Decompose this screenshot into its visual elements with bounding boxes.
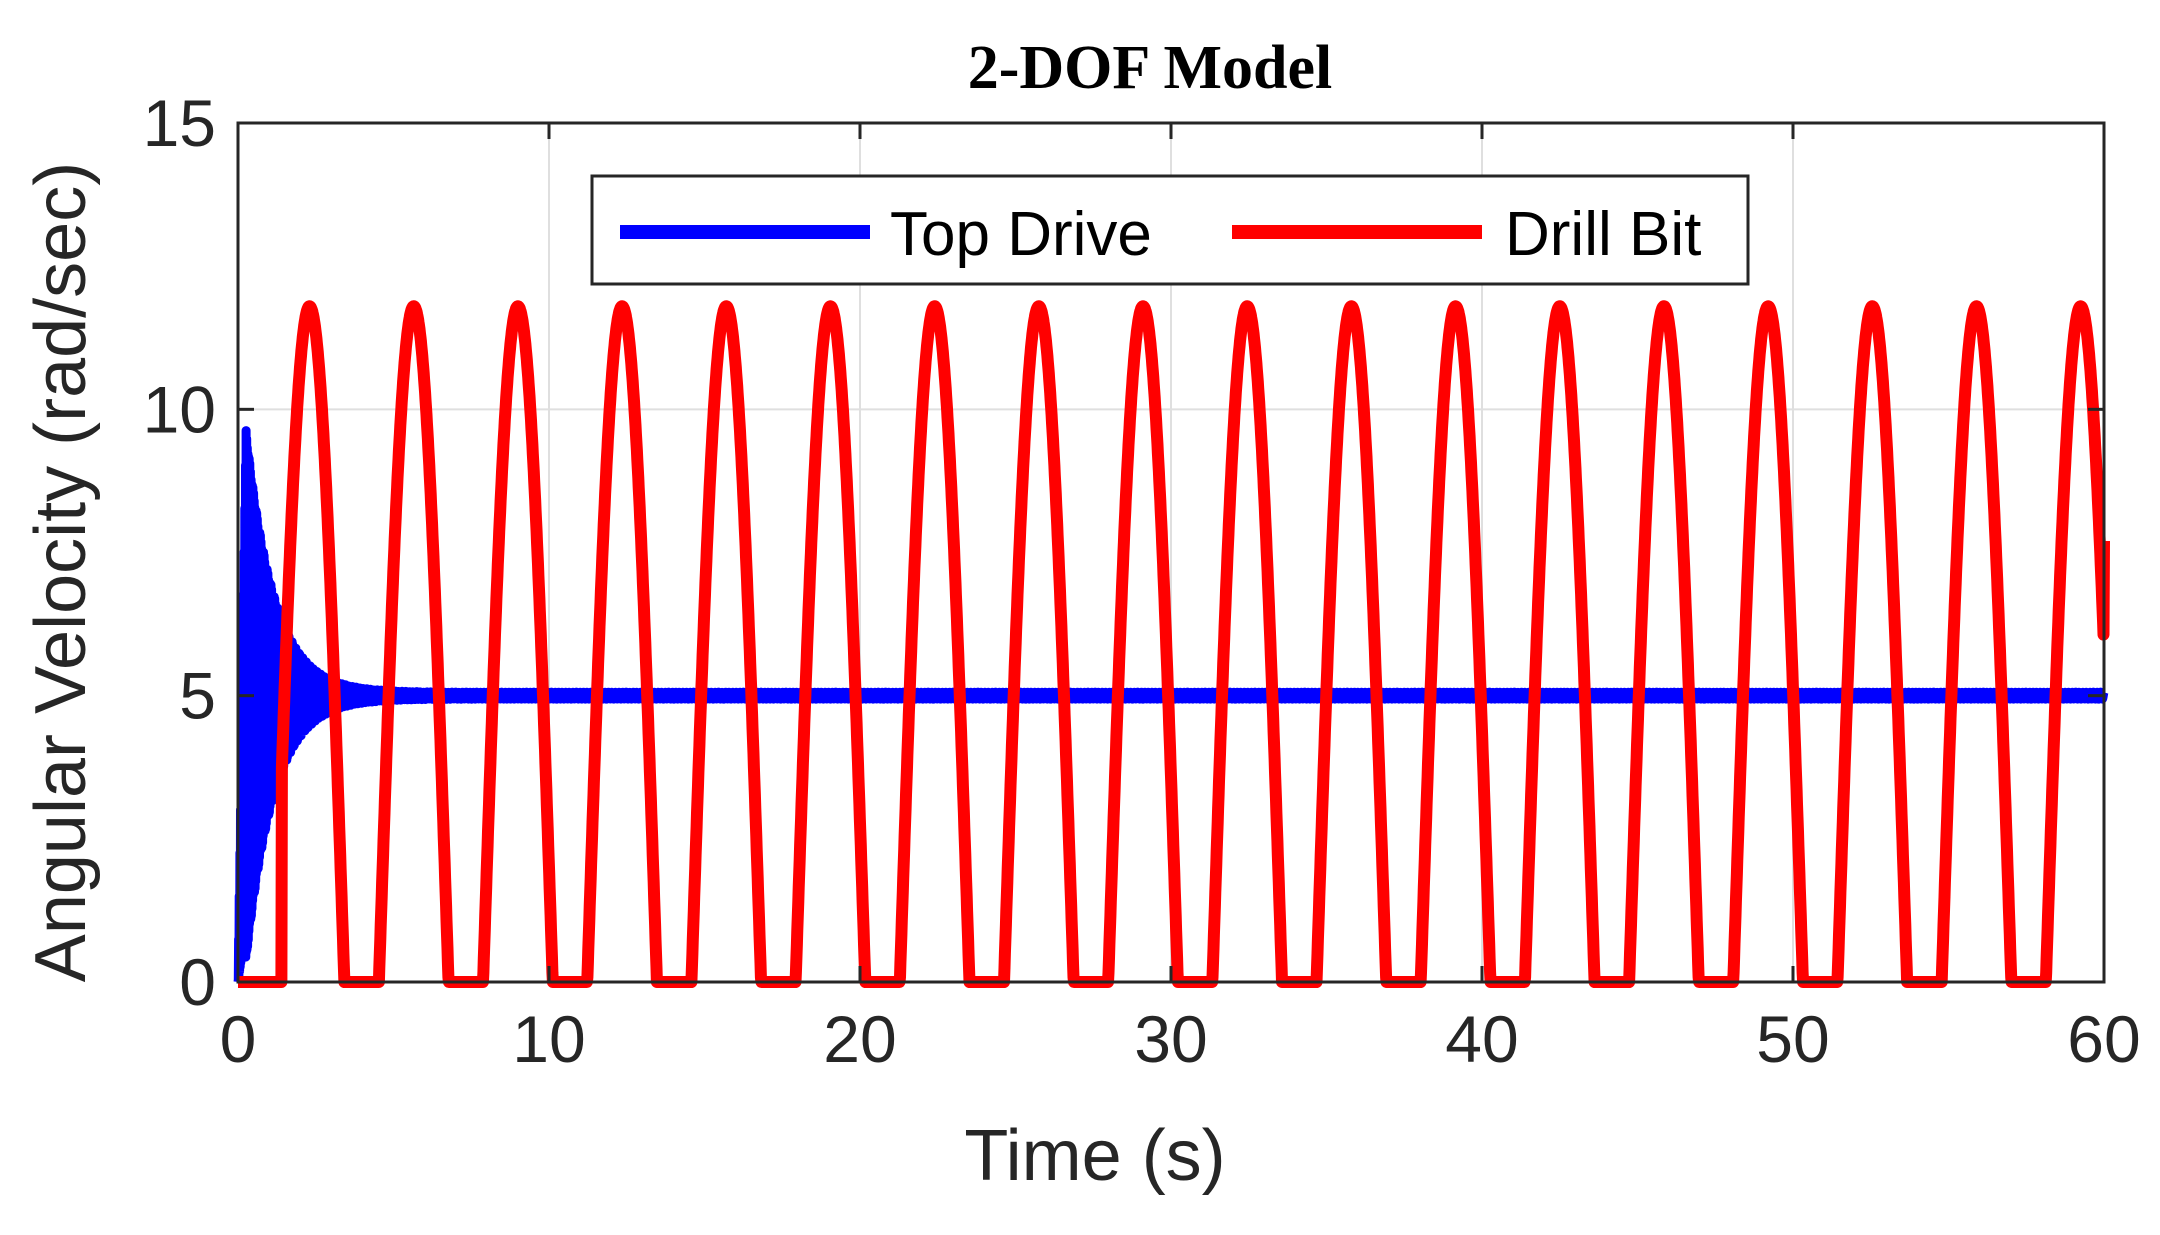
x-tick-label: 10 <box>512 1002 585 1076</box>
tick-layer: 0 10 20 30 40 50 60 0 5 10 15 <box>143 86 2141 1076</box>
x-tick-label: 20 <box>823 1002 896 1076</box>
series-layer <box>232 300 2110 988</box>
legend[interactable]: Top Drive Drill Bit <box>590 174 1750 286</box>
legend-label-top-drive: Top Drive <box>890 200 1152 269</box>
y-axis-title: Angular Velocity (rad/sec) <box>21 162 101 982</box>
y-tick-label: 15 <box>143 86 216 160</box>
x-tick-label: 50 <box>1756 1002 1829 1076</box>
y-tick-label: 5 <box>179 659 216 733</box>
x-tick-label: 0 <box>220 1002 257 1076</box>
chart-title: 2-DOF Model <box>968 34 1332 102</box>
x-tick-label: 40 <box>1445 1002 1518 1076</box>
y-tick-label: 0 <box>179 945 216 1019</box>
x-tick-label: 60 <box>2067 1002 2140 1076</box>
legend-label-drill-bit: Drill Bit <box>1505 200 1701 269</box>
x-tick-label: 30 <box>1134 1002 1207 1076</box>
series-drill-bit-line <box>232 300 2110 988</box>
x-axis-title: Time (s) <box>964 1116 1225 1196</box>
y-tick-label: 10 <box>143 372 216 446</box>
